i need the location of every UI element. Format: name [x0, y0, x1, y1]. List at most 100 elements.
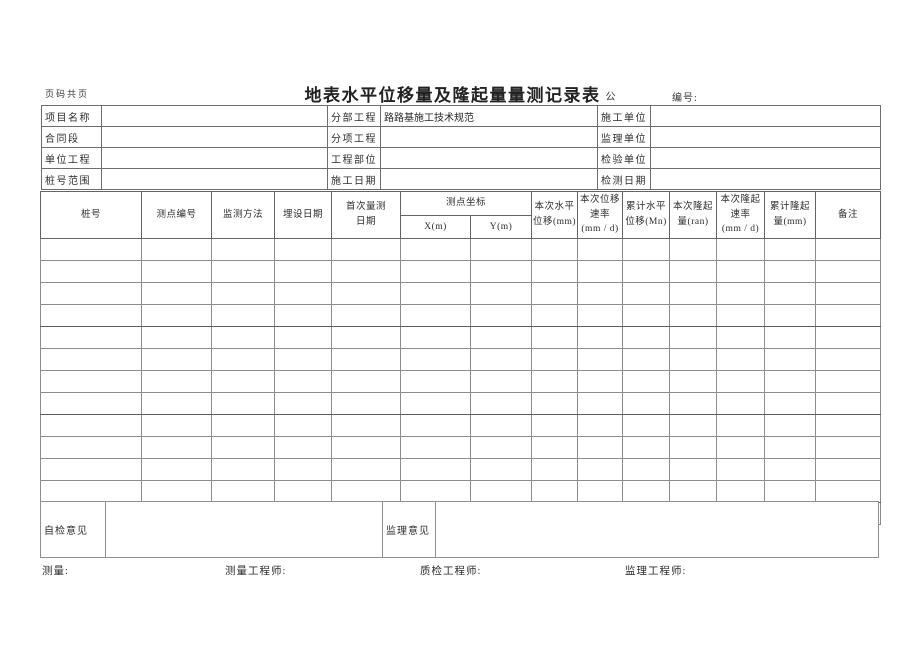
empty-data-cell: [716, 348, 766, 372]
empty-data-cell: [531, 304, 579, 328]
empty-data-cell: [400, 436, 471, 460]
empty-data-cell: [622, 458, 671, 482]
measurement-record-table: 桩号 测点编号 监测方法 埋设日期 首次量测 日期 测点坐标 本次水平 位移(m…: [40, 190, 882, 526]
signature-row: 测量: 测量工程师: 质检工程师: 监理工程师:: [0, 563, 920, 579]
empty-data-cell: [469, 370, 533, 394]
empty-data-row: [40, 436, 882, 460]
empty-data-cell: [40, 436, 142, 460]
col-header-horizontal-displacement: 本次水平 位移(mm): [531, 190, 579, 240]
info-label-work-position: 工程部位: [327, 147, 381, 169]
empty-data-cell: [577, 458, 624, 482]
empty-data-cell: [331, 480, 401, 504]
col-header-x-coordinate: X(m): [400, 214, 471, 240]
self-check-opinion-area: [105, 501, 383, 558]
empty-data-cell: [577, 392, 624, 416]
empty-data-cell: [211, 348, 275, 372]
empty-data-cell: [815, 458, 882, 482]
empty-data-cell: [40, 282, 142, 306]
empty-data-cell: [469, 348, 533, 372]
col-header-uplift-amount: 本次隆起 量(ran): [669, 190, 718, 240]
header-row-1: 桩号 测点编号 监测方法 埋设日期 首次量测 日期 测点坐标 本次水平 位移(m…: [40, 190, 882, 240]
empty-data-cell: [331, 370, 401, 394]
empty-data-cell: [400, 392, 471, 416]
empty-data-cell: [331, 260, 401, 284]
empty-data-cell: [469, 480, 533, 504]
empty-data-cell: [577, 480, 624, 504]
empty-data-cell: [669, 260, 718, 284]
supervision-opinion-label: 监理意见: [382, 501, 436, 558]
col-header-station: 桩号: [40, 190, 142, 240]
empty-data-cell: [716, 238, 766, 262]
signature-qc-engineer-label: 质检工程师:: [420, 566, 482, 577]
info-label-project-name: 项目名称: [41, 105, 102, 127]
empty-data-cell: [331, 392, 401, 416]
header-row-2: X(m) Y(m): [41, 214, 881, 240]
empty-data-cell: [716, 304, 766, 328]
empty-data-cell: [669, 348, 718, 372]
empty-data-row: [40, 260, 882, 284]
empty-data-cell: [764, 392, 817, 416]
empty-data-cell: [469, 414, 533, 438]
empty-data-cell: [469, 458, 533, 482]
info-value-test-date: [650, 168, 881, 190]
empty-data-cell: [400, 458, 471, 482]
empty-data-cell: [622, 436, 671, 460]
info-value-station-range: [101, 168, 328, 190]
empty-data-cell: [211, 282, 275, 306]
col-header-monitor-method: 监测方法: [211, 190, 275, 240]
info-value-sub-item-work: [380, 126, 598, 148]
empty-data-cell: [622, 238, 671, 262]
empty-data-row: [40, 238, 882, 262]
info-row: 项目名称 分部工程 路路基施工技术规范 施工单位: [41, 105, 881, 127]
empty-data-cell: [274, 392, 332, 416]
info-label-inspection-unit: 检验单位: [597, 147, 651, 169]
empty-data-cell: [764, 458, 817, 482]
info-row: 桩号范围 施工日期 检测日期: [41, 168, 881, 190]
info-label-unit-work: 单位工程: [41, 147, 102, 169]
empty-data-cell: [622, 282, 671, 306]
info-value-project-name: [101, 105, 328, 127]
info-value-division-work: 路路基施工技术规范: [380, 105, 598, 127]
empty-data-cell: [274, 370, 332, 394]
empty-data-cell: [669, 282, 718, 306]
empty-data-cell: [400, 348, 471, 372]
empty-data-cell: [469, 304, 533, 328]
empty-data-cell: [531, 480, 579, 504]
empty-data-cell: [331, 304, 401, 328]
empty-data-cell: [815, 414, 882, 438]
empty-data-cell: [400, 238, 471, 262]
empty-data-cell: [622, 304, 671, 328]
info-row: 单位工程 工程部位 检验单位: [41, 147, 881, 169]
empty-data-cell: [531, 282, 579, 306]
empty-data-cell: [669, 436, 718, 460]
empty-data-cell: [274, 326, 332, 350]
empty-data-cell: [211, 392, 275, 416]
empty-data-cell: [469, 436, 533, 460]
empty-data-cell: [764, 414, 817, 438]
supervision-opinion-area: [435, 501, 879, 558]
col-header-point-coordinates: 测点坐标: [399, 191, 533, 216]
empty-data-cell: [531, 392, 579, 416]
signature-supervision-engineer-label: 监理工程师:: [625, 566, 687, 577]
empty-data-cell: [716, 436, 766, 460]
col-header-displacement-rate: 本次位移 速率 (mm / d): [577, 190, 624, 240]
empty-data-cell: [764, 238, 817, 262]
empty-data-cell: [716, 282, 766, 306]
empty-data-cell: [274, 282, 332, 306]
empty-data-cell: [531, 238, 579, 262]
col-header-uplift-rate: 本次隆起 速率 (mm / d): [716, 190, 766, 240]
empty-data-cell: [331, 282, 401, 306]
empty-data-cell: [331, 436, 401, 460]
empty-data-row: [40, 348, 882, 372]
form-number-label: 编号:: [672, 93, 698, 104]
empty-data-cell: [669, 392, 718, 416]
empty-data-row: [40, 392, 882, 416]
empty-data-cell: [141, 436, 212, 460]
empty-data-cell: [716, 480, 766, 504]
info-value-unit-work: [101, 147, 328, 169]
empty-data-row: [40, 370, 882, 394]
empty-data-cell: [274, 414, 332, 438]
empty-data-cell: [331, 348, 401, 372]
signature-measure-engineer-label: 测量工程师:: [225, 566, 287, 577]
